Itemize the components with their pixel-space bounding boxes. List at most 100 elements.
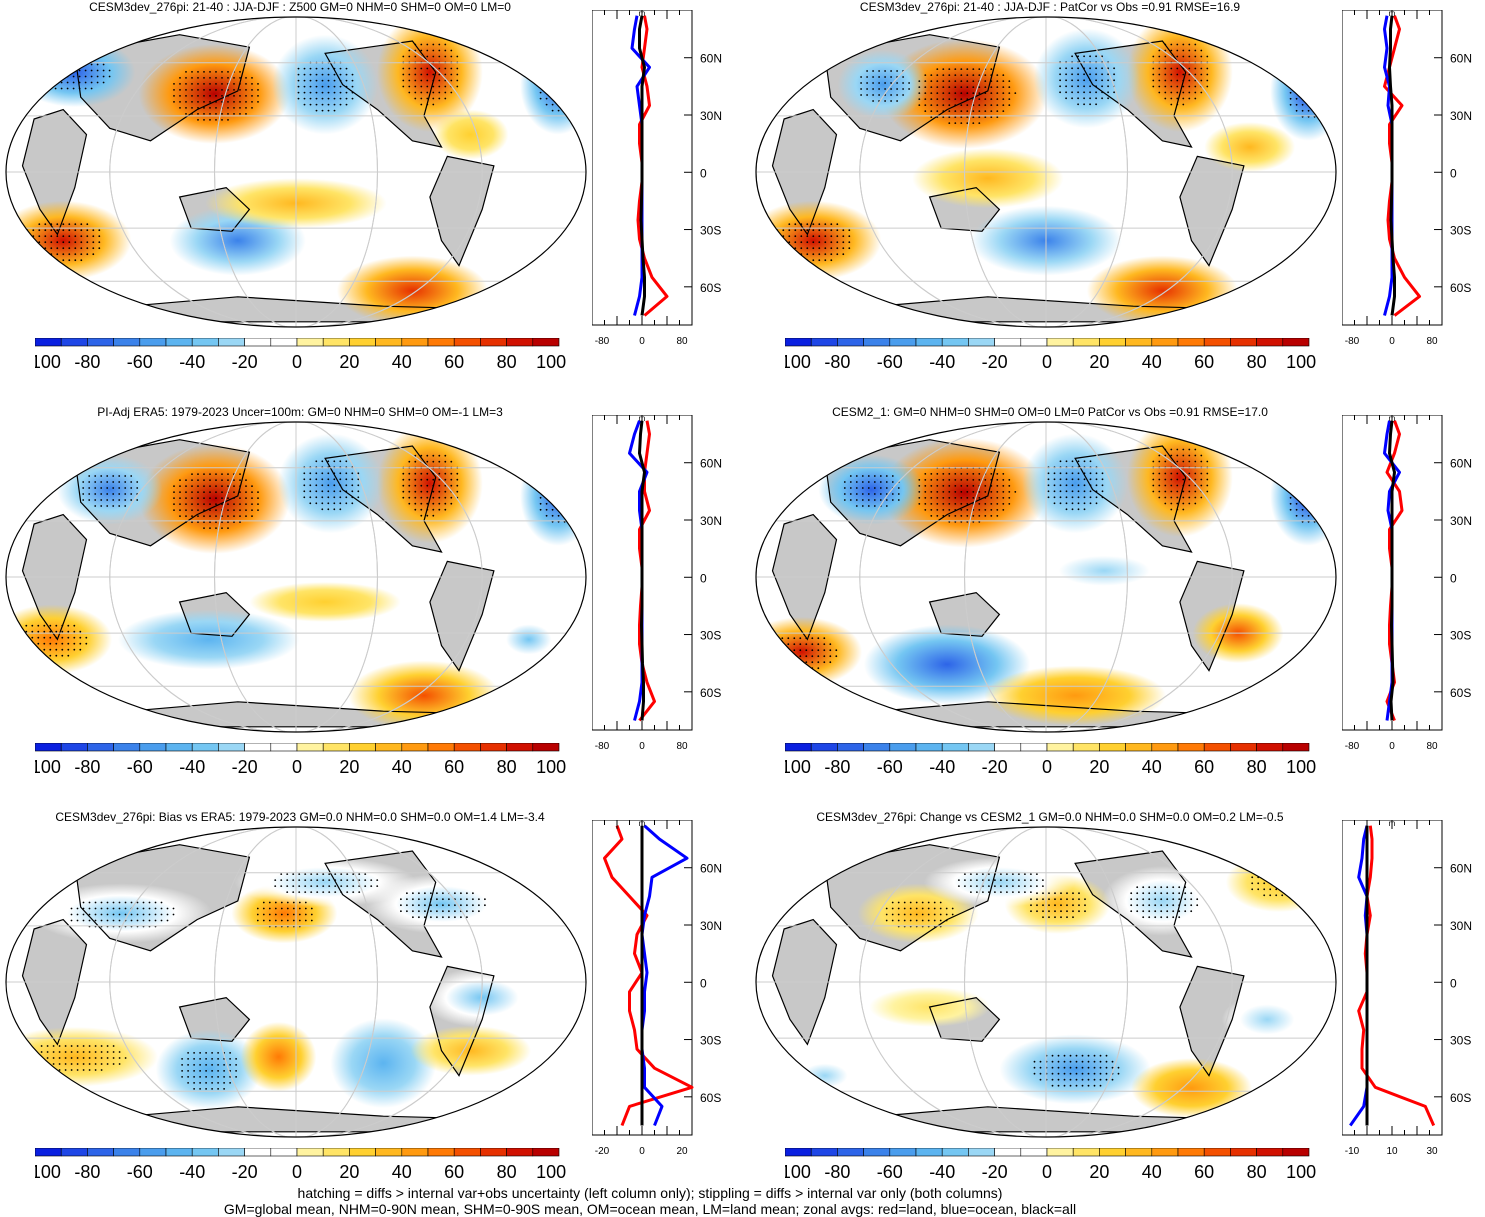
land-mask (429, 156, 494, 266)
colorbar-swatch (863, 1148, 891, 1157)
zonal-x-tick-label: -80 (1345, 741, 1360, 752)
colorbar-swatch (1282, 1148, 1310, 1157)
lat-tick-label: 60N (700, 457, 722, 471)
colorbar-swatch (837, 338, 864, 347)
anomaly-field (1130, 1058, 1253, 1119)
lat-tick-label: 30S (700, 1034, 721, 1048)
colorbar-label: 40 (1142, 352, 1162, 372)
anomaly-field (1086, 255, 1239, 326)
anomaly-field (240, 1021, 317, 1092)
colorbar-swatch (1203, 743, 1231, 752)
lat-tick-label: 60N (700, 862, 722, 876)
graticule (6, 827, 586, 1137)
lat-tick-label: 30N (1450, 514, 1472, 528)
colorbar-label: -80 (74, 1162, 100, 1182)
colorbar-swatch (60, 338, 88, 347)
colorbar-swatch (1125, 1148, 1153, 1157)
zonal-x-tick-label: -80 (595, 741, 610, 752)
colorbar-swatch (915, 338, 943, 347)
colorbar-swatch (1125, 743, 1153, 752)
colorbar-label: 80 (1247, 352, 1267, 372)
anomaly-field (1126, 17, 1233, 133)
coastline (324, 40, 443, 148)
colorbar-label: 0 (1042, 352, 1052, 372)
colorbar-label: 40 (392, 1162, 412, 1182)
anomaly-field (818, 454, 925, 525)
colorbar-label: 20 (339, 1162, 359, 1182)
colorbar-label: 80 (497, 757, 517, 777)
panel-title: CESM3dev_276pi: 21-40 : JJA-DJF : PatCor… (859, 0, 1241, 14)
lat-tick-label: 30S (700, 224, 721, 238)
anomaly-field (1225, 852, 1332, 913)
colorbar-label: 20 (1089, 1162, 1109, 1182)
graticule (756, 827, 1336, 1137)
anomaly-field (1033, 28, 1140, 129)
coastline (429, 155, 495, 267)
zonal-x-tick-label: -80 (595, 336, 610, 347)
zonal-x-tick-label: 0 (1389, 741, 1395, 752)
colorbar-label: -100 (785, 352, 811, 372)
colorbar-swatch (296, 338, 324, 347)
zonal-line-all (638, 15, 646, 316)
colorbar-label: 0 (1042, 757, 1052, 777)
world-map (755, 826, 1337, 1138)
colorbar-label: -60 (127, 757, 153, 777)
colorbar-swatch (375, 338, 403, 347)
graticule (6, 17, 586, 327)
colorbar-swatch (506, 743, 534, 752)
lat-tick-label: 30S (1450, 629, 1471, 643)
zonal-mean-plot: m 60N 30N 0 30S 60S -80 0 80 (1342, 415, 1472, 752)
zonal-mean-plot: m 60N 30N 0 30S 60S -20 0 20 (592, 820, 722, 1157)
anomaly-field (837, 49, 929, 120)
colorbar-swatch (401, 743, 429, 752)
anomaly-field (490, 614, 567, 665)
lat-tick-label: 30S (700, 629, 721, 643)
colorbar-label: -40 (929, 352, 955, 372)
colorbar-swatch (1230, 338, 1257, 347)
anomaly-field (272, 34, 379, 135)
colorbar-label: -40 (929, 757, 955, 777)
anomaly-field (1028, 545, 1180, 596)
colorbar-label: 0 (292, 352, 302, 372)
lat-tick-label: 60S (1450, 1091, 1471, 1105)
zonal-unit: m (639, 820, 646, 828)
colorbar-swatch (1177, 1148, 1205, 1157)
colorbar-label: 100 (536, 757, 566, 777)
anomaly-field (138, 44, 291, 144)
colorbar-swatch (1046, 338, 1074, 347)
colorbar-label: 60 (1194, 352, 1214, 372)
panel-title: CESM3dev_276pi: Change vs CESM2_1 GM=0.0… (816, 810, 1284, 824)
anomaly-field (155, 1029, 262, 1110)
colorbar-swatch (1203, 338, 1231, 347)
colorbar-label: 100 (1286, 757, 1316, 777)
colorbar-swatch (1151, 1148, 1179, 1157)
colorbar-swatch (863, 338, 891, 347)
colorbar-swatch (810, 338, 838, 347)
zonal-line-ocean (640, 824, 689, 1127)
colorbar-swatch (453, 743, 481, 752)
colorbar-swatch (1177, 338, 1205, 347)
panel-title: CESM2_1: GM=0 NHM=0 SHM=0 OM=0 LM=0 PatC… (832, 405, 1268, 419)
zonal-mean-plot: m 60N 30N 0 30S 60S -10 10 30 (1342, 820, 1472, 1157)
colorbar: -100 -80 -60 -40 -20 0 20 40 60 80 100 (35, 743, 566, 777)
colorbar-label: 0 (292, 757, 302, 777)
colorbar-label: 80 (1247, 757, 1267, 777)
panel-title: PI-Adj ERA5: 1979-2023 Uncer=100m: GM=0 … (97, 405, 503, 419)
zonal-mean-plot: m 60N 30N 0 30S 60S -80 0 80 (592, 10, 722, 347)
coastline (74, 34, 251, 142)
world-map (5, 16, 587, 328)
colorbar-label: -80 (74, 352, 100, 372)
colorbar: -100 -80 -60 -40 -20 0 20 40 60 80 100 (35, 1148, 566, 1182)
colorbar-swatch (1072, 338, 1100, 347)
map-border (755, 16, 1337, 328)
colorbar-label: 100 (1286, 352, 1316, 372)
colorbar-label: -80 (824, 352, 850, 372)
colorbar-swatch (1072, 743, 1100, 752)
anomaly-field (249, 581, 401, 622)
colorbar-swatch (941, 338, 969, 347)
colorbar-swatch (1099, 743, 1126, 752)
zonal-x-tick-label: 0 (639, 1146, 645, 1157)
coastline (324, 445, 443, 553)
zonal-unit: m (1389, 415, 1396, 423)
colorbar: -100 -80 -60 -40 -20 0 20 40 60 80 100 (35, 338, 566, 372)
